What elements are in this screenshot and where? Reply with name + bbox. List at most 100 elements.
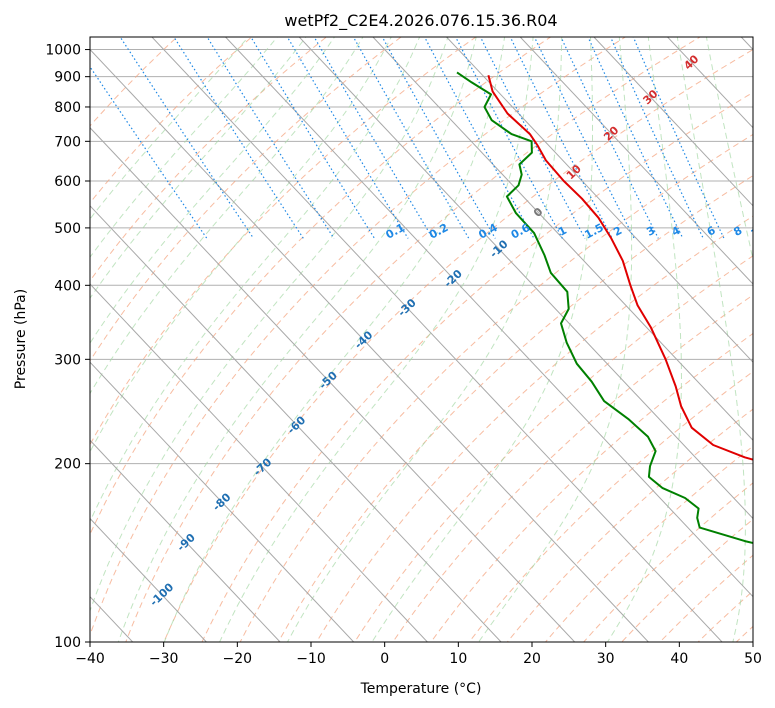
x-axis-ticks: −40 −30 −20 −10 0 10 20 30 40 50: [75, 642, 762, 667]
moist-adiabat: [90, 37, 421, 523]
plot-frame: [89, 36, 754, 643]
mixing-ratio-line: [206, 37, 335, 239]
mixing-ratio-label: 0.1: [384, 221, 407, 242]
isotherm-line: [90, 126, 576, 642]
x-tick-label: −10: [296, 651, 326, 667]
chart-title: wetPf2_C2E4.2026.076.15.36.R04: [284, 11, 557, 31]
dry-adiabat: [90, 37, 627, 637]
dry-adiabat: [354, 255, 753, 642]
x-tick-label: 10: [449, 651, 467, 667]
moist-adiabat: [163, 37, 506, 642]
dry-adiabat: [125, 37, 701, 642]
x-tick-label: 50: [744, 651, 762, 667]
x-tick-label: −30: [149, 651, 179, 667]
mixing-ratio-label: 0.4: [476, 221, 500, 242]
isotherm-line: [90, 361, 355, 642]
moist-adiabat: [90, 37, 392, 453]
dry-adiabat: [735, 625, 753, 642]
isotherm-line: [90, 283, 429, 642]
y-tick-label: 800: [54, 100, 81, 116]
isotherm-line: [372, 37, 753, 442]
moist-adiabat: [607, 37, 683, 642]
mixing-ratio-label: 0.2: [427, 221, 450, 242]
moist-adiabat: [90, 37, 364, 395]
x-tick-label: −20: [223, 651, 253, 667]
isotherm-line: [666, 37, 753, 129]
temperature-line: [487, 74, 753, 461]
dry-adiabat: [468, 370, 753, 642]
moist-adiabats: [90, 37, 753, 642]
dry-adiabat: [659, 554, 753, 642]
sounding-series: [456, 71, 753, 545]
isotherm-line: [224, 37, 753, 598]
dry-adiabat: [392, 294, 753, 642]
mixing-ratio-line: [509, 37, 613, 239]
isotherm-line: [593, 37, 753, 207]
mixing-ratio-line: [381, 37, 496, 239]
moist-adiabat: [705, 37, 753, 262]
moist-adiabat: [90, 37, 278, 259]
mixing-ratio-label: 1: [556, 224, 569, 239]
mixing-ratio-label: 6: [705, 224, 718, 239]
dry-adiabat: [90, 37, 402, 362]
mixing-ratio-lines: [90, 37, 725, 239]
isotherm-line: [151, 37, 723, 642]
isotherm-line: [90, 517, 208, 642]
moist-adiabat: [117, 37, 477, 642]
dewpoint-line: [456, 71, 753, 545]
moist-adiabat: [287, 37, 563, 642]
mixing-ratio-label: 2: [611, 224, 624, 239]
mixing-ratio-line: [286, 37, 409, 239]
moist-adiabat: [90, 37, 307, 300]
mixing-ratio-line: [479, 37, 586, 239]
y-axis-label: Pressure (hPa): [13, 289, 29, 389]
mixing-ratio-line: [352, 37, 470, 239]
mixing-ratio-line: [173, 37, 304, 239]
mixing-ratio-label: 4: [670, 224, 683, 239]
dry-adiabats: [90, 37, 753, 642]
mixing-ratio-labels: 0.10.20.40.611.52346810131620253036: [384, 221, 769, 242]
moist-adiabat: [90, 37, 336, 345]
x-tick-label: −40: [75, 651, 105, 667]
isotherm-line: [519, 37, 753, 285]
mixing-ratio-label: 10: [749, 222, 769, 241]
dry-adiabat: [544, 445, 753, 642]
y-tick-label: 700: [54, 134, 81, 150]
y-tick-label: 400: [54, 278, 81, 294]
isotherms: [90, 37, 753, 642]
moist-adiabat: [90, 37, 449, 613]
x-tick-label: 30: [597, 651, 615, 667]
mixing-ratio-label: 0.6: [509, 221, 533, 242]
moist-adiabat: [478, 37, 633, 642]
dry-adiabat: [277, 175, 753, 642]
x-tick-label: 0: [380, 651, 389, 667]
isotherm-line: [298, 37, 753, 520]
mixing-ratio-line: [90, 65, 208, 239]
mixing-ratio-line: [533, 37, 635, 239]
y-tick-label: 500: [54, 221, 81, 237]
mixing-ratio-line: [313, 37, 434, 239]
mixing-ratio-label: 8: [731, 224, 744, 239]
moist-adiabat: [676, 37, 746, 642]
mixing-ratio-line: [250, 37, 376, 239]
isotherm-line: [740, 37, 753, 51]
mixing-ratio-line: [609, 37, 704, 239]
x-tick-label: 40: [670, 651, 688, 667]
dry-adiabat: [201, 91, 753, 642]
moist-adiabat: [219, 37, 534, 642]
dry-adiabat: [430, 332, 753, 642]
mixing-ratio-line: [455, 37, 563, 239]
mixing-ratio-line: [423, 37, 535, 239]
mixing-ratio-line: [632, 37, 725, 239]
y-axis-ticks: 100 200 300 400 500 600 700 800 900 1000: [45, 43, 90, 651]
y-tick-label: 200: [54, 457, 81, 473]
moist-adiabat: [371, 37, 593, 642]
x-axis-label: Temperature (°C): [360, 681, 482, 697]
isotherm-line: [445, 37, 753, 363]
y-tick-label: 1000: [45, 43, 81, 59]
dry-adiabat: [621, 518, 753, 642]
y-tick-label: 300: [54, 352, 81, 368]
y-tick-label: 600: [54, 174, 81, 190]
